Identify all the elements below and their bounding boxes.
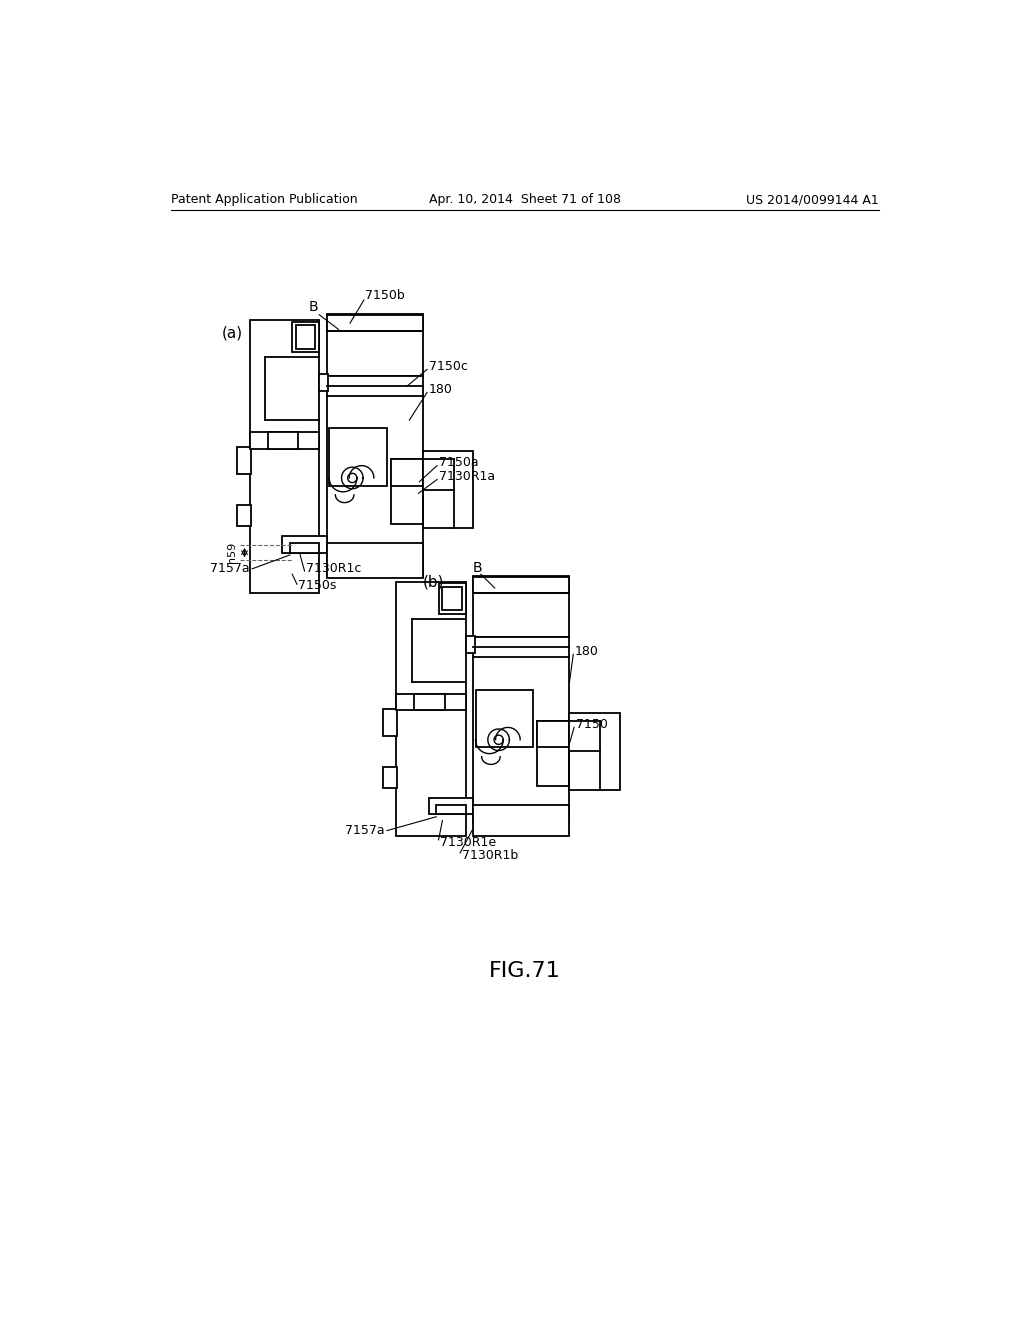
Text: (b): (b) — [423, 574, 444, 590]
Text: FIG.71: FIG.71 — [488, 961, 561, 981]
Bar — [250, 432, 319, 449]
Text: 7150: 7150 — [575, 718, 607, 731]
Bar — [466, 636, 475, 653]
Bar — [391, 459, 423, 486]
Text: 7157a: 7157a — [345, 824, 385, 837]
Bar — [396, 693, 466, 710]
Bar — [237, 447, 251, 474]
Bar — [473, 577, 569, 593]
Bar — [391, 459, 423, 524]
Bar — [438, 583, 466, 614]
Bar — [330, 428, 387, 486]
Bar — [442, 587, 462, 610]
Bar — [250, 321, 319, 594]
Text: 180: 180 — [574, 644, 599, 657]
Bar — [319, 374, 329, 391]
Bar — [290, 544, 319, 553]
Bar — [569, 713, 620, 789]
Bar — [267, 432, 298, 449]
Bar — [327, 314, 423, 376]
Text: B: B — [473, 561, 482, 576]
Bar — [475, 689, 534, 747]
Text: B: B — [308, 300, 317, 314]
Text: 7150b: 7150b — [366, 289, 406, 302]
Bar — [283, 536, 327, 553]
Bar — [327, 544, 423, 578]
Text: (a): (a) — [221, 326, 243, 341]
Text: 180: 180 — [429, 383, 453, 396]
Text: 7150a: 7150a — [438, 455, 478, 469]
Text: US 2014/0099144 A1: US 2014/0099144 A1 — [746, 194, 879, 206]
Bar — [292, 322, 319, 352]
Bar — [327, 376, 423, 576]
Text: 7157a: 7157a — [210, 562, 250, 576]
Bar — [538, 721, 569, 747]
Bar — [414, 693, 444, 710]
Bar — [383, 767, 397, 788]
Bar — [429, 797, 473, 814]
Bar — [383, 709, 397, 737]
Bar — [473, 805, 569, 836]
Bar — [538, 721, 569, 785]
Bar — [327, 315, 423, 331]
Text: 7150c: 7150c — [429, 360, 467, 372]
Bar — [473, 638, 569, 822]
Bar — [423, 451, 473, 528]
Bar — [396, 582, 466, 836]
Text: n59: n59 — [227, 543, 238, 564]
Bar — [237, 506, 251, 527]
Text: Apr. 10, 2014  Sheet 71 of 108: Apr. 10, 2014 Sheet 71 of 108 — [429, 194, 621, 206]
Bar — [473, 576, 569, 638]
Text: 7130R1a: 7130R1a — [438, 470, 495, 483]
Text: 7130R1b: 7130R1b — [462, 849, 518, 862]
Text: 7150s: 7150s — [298, 579, 337, 593]
Text: 7130R1c: 7130R1c — [306, 562, 361, 576]
Bar — [436, 805, 466, 814]
Bar — [296, 326, 315, 348]
Text: Patent Application Publication: Patent Application Publication — [171, 194, 357, 206]
Text: 7130R1e: 7130R1e — [440, 836, 497, 849]
